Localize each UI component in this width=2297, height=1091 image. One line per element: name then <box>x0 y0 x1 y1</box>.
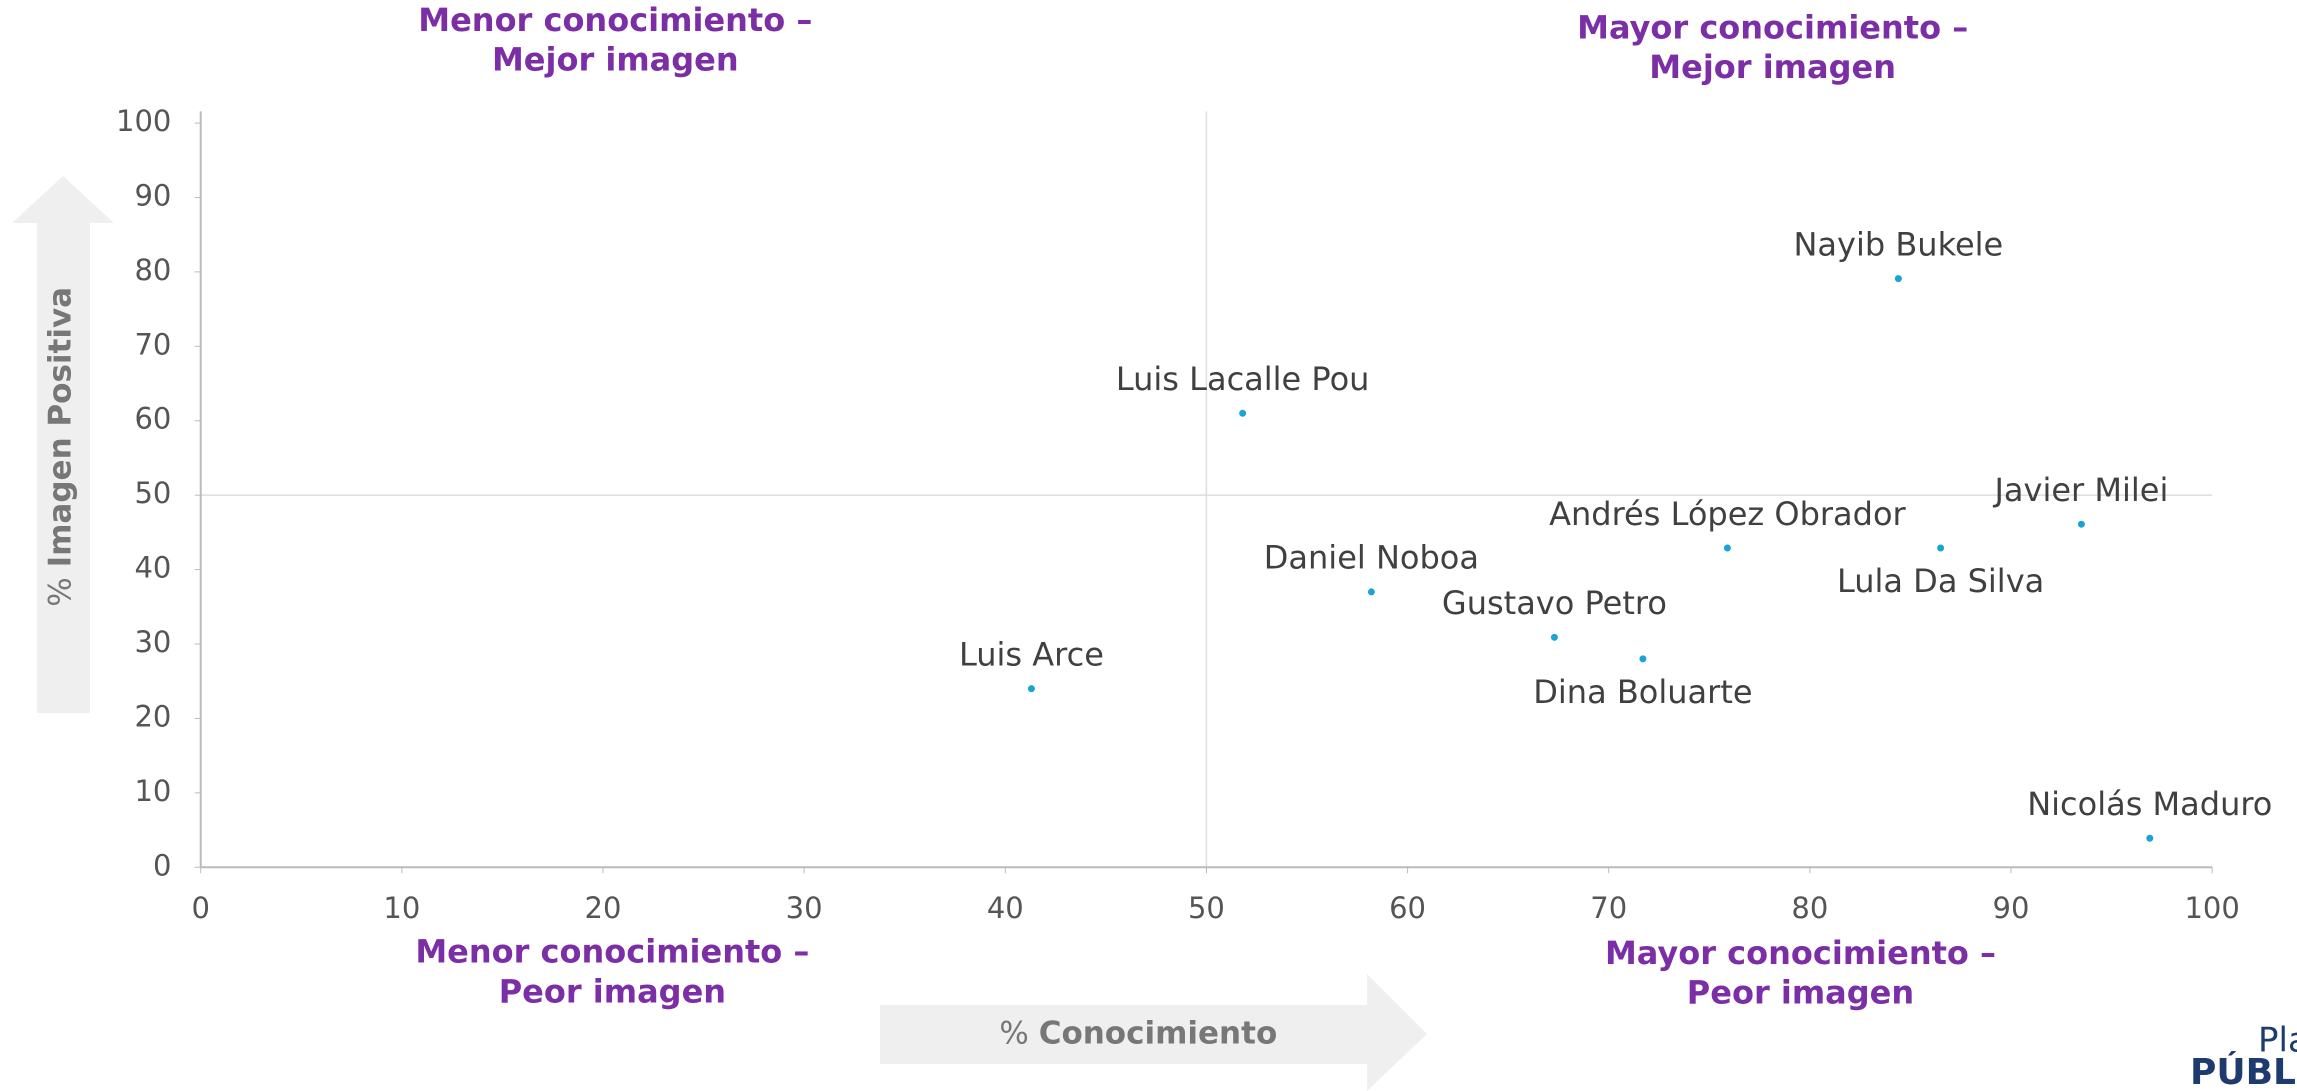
x-tick-label: 50 <box>1188 891 1225 925</box>
point-label: Gustavo Petro <box>1442 584 1667 622</box>
point-label: Dina Boluarte <box>1533 673 1752 711</box>
quadrant-label: Peor imagen <box>1687 974 1914 1012</box>
point <box>1239 409 1247 417</box>
y-tick-label: 10 <box>134 774 171 808</box>
y-tick-label: 40 <box>134 551 171 585</box>
y-tick-label: 90 <box>134 178 171 212</box>
logo-bottom: PÚBLICA <box>2190 1051 2297 1091</box>
quadrant-label: Menor conocimiento – <box>415 933 809 971</box>
x-tick-label: 30 <box>786 891 823 925</box>
point <box>2077 520 2085 528</box>
y-tick-label: 0 <box>153 848 171 882</box>
point-label: Nayib Bukele <box>1793 225 2003 263</box>
logo-top: Plaza <box>2258 1021 2297 1061</box>
x-tick-label: 10 <box>383 891 420 925</box>
x-tick-label: 20 <box>585 891 622 925</box>
y-tick-label: 30 <box>134 625 171 659</box>
point-label: Javier Milei <box>1992 471 2168 509</box>
point <box>1639 655 1647 663</box>
y-tick-label: 70 <box>134 327 171 361</box>
point <box>1937 544 1945 552</box>
x-axis-label: % Conocimiento <box>999 1015 1277 1051</box>
x-tick-label: 70 <box>1590 891 1627 925</box>
point <box>2146 834 2154 842</box>
y-tick-label: 100 <box>116 104 171 138</box>
point-label: Nicolás Maduro <box>2027 785 2272 823</box>
point-label: Daniel Noboa <box>1264 539 1479 577</box>
x-tick-label: 100 <box>2184 891 2239 925</box>
x-tick-label: 0 <box>191 891 209 925</box>
quadrant-label: Mayor conocimiento – <box>1605 934 1996 972</box>
point-label: Andrés López Obrador <box>1549 495 1906 533</box>
x-tick-label: 40 <box>987 891 1024 925</box>
y-tick-label: 50 <box>134 476 171 510</box>
quadrant-label: Mejor imagen <box>492 41 739 79</box>
point-label: Luis Lacalle Pou <box>1116 360 1370 398</box>
x-axis-label-unit: % <box>999 1015 1028 1051</box>
y-tick-label: 60 <box>134 402 171 436</box>
quadrant-label: Mayor conocimiento – <box>1577 8 1968 46</box>
point-label: Luis Arce <box>959 635 1104 673</box>
x-tick-label: 90 <box>1993 891 2030 925</box>
point <box>1550 633 1558 641</box>
point <box>1367 588 1375 596</box>
x-axis-label-text: Conocimiento <box>1039 1015 1278 1051</box>
x-tick-label: 80 <box>1791 891 1828 925</box>
point <box>1723 544 1731 552</box>
y-axis-label-text: Imagen Positiva <box>42 287 78 568</box>
quadrant-label: Menor conocimiento – <box>418 1 812 39</box>
y-axis-label-unit: % <box>42 577 78 606</box>
y-arrow <box>12 176 114 713</box>
y-tick-label: 20 <box>134 699 171 733</box>
point-label: Lula Da Silva <box>1837 562 2044 600</box>
x-tick-label: 60 <box>1389 891 1426 925</box>
x-arrow <box>880 974 1427 1091</box>
point <box>1027 685 1035 693</box>
quadrant-label: Mejor imagen <box>1649 48 1896 86</box>
quadrant-label: Peor imagen <box>499 972 726 1010</box>
y-axis-label: % Imagen Positiva <box>42 287 78 607</box>
y-tick-label: 80 <box>134 253 171 287</box>
point <box>1894 275 1902 283</box>
